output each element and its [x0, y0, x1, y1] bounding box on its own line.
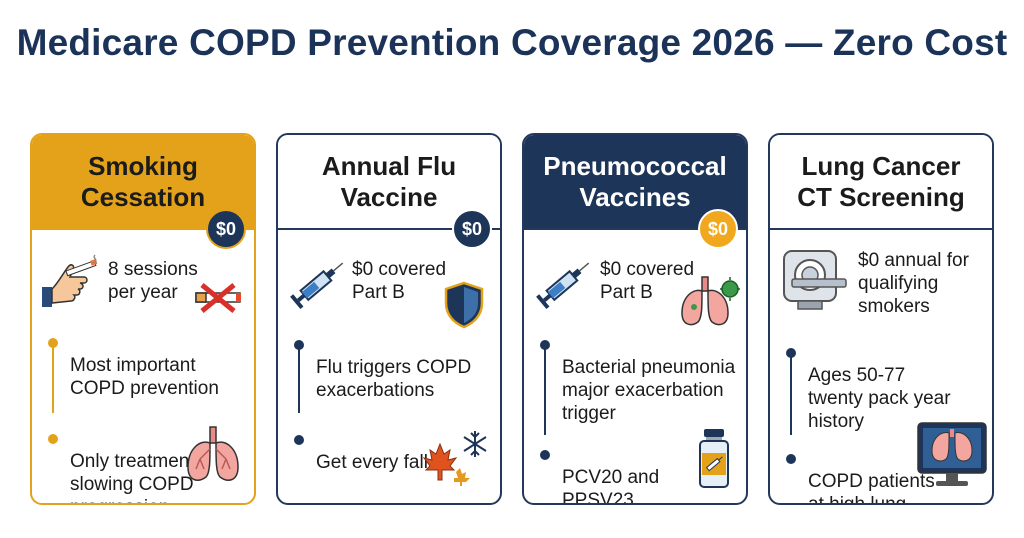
- card-smoking-cessation: Smoking Cessation $0 8 sessions per year…: [30, 133, 256, 505]
- card-heading: Lung Cancer CT Screening: [770, 135, 992, 230]
- list-item: Ages 50-77 twenty pack year history: [786, 341, 951, 433]
- card-flu-vaccine: Annual Flu Vaccine $0 $0 covered Part B …: [276, 133, 502, 505]
- list-item: Bacterial pneumonia major exacerbation t…: [540, 333, 735, 425]
- page-title: Medicare COPD Prevention Coverage 2026 —…: [16, 22, 1008, 63]
- cost-badge: $0: [698, 209, 738, 249]
- no-smoking-icon: [195, 283, 241, 313]
- shield-icon: [444, 281, 484, 329]
- snowflake-icon: [463, 431, 487, 457]
- lung-monitor-icon: [917, 422, 987, 486]
- hand-cigarette-icon: [42, 254, 98, 307]
- list-item: PCV20 and PPSV23 both covered: [540, 443, 735, 503]
- ct-scanner-icon: [783, 250, 847, 310]
- main-text: $0 annual for qualifying smokers: [858, 250, 969, 317]
- lungs-bacteria-icon: [681, 276, 740, 326]
- syringe-icon: [536, 262, 590, 310]
- bullet-list: Flu triggers COPD exacerbations Get ever…: [294, 333, 471, 474]
- bullet-list: Bacterial pneumonia major exacerbation t…: [540, 333, 735, 503]
- main-text: $0 covered Part B: [600, 259, 695, 303]
- vaccine-vial-icon: [699, 429, 729, 488]
- cost-badge: $0: [452, 209, 492, 249]
- bullet-list: Ages 50-77 twenty pack year history COPD…: [786, 341, 951, 503]
- card-pneumococcal-vaccines: Pneumococcal Vaccines $0 $0 covered Part…: [522, 133, 748, 505]
- bullet-list: Most important COPD prevention Only trea…: [48, 331, 219, 503]
- lungs-icon: [187, 426, 239, 481]
- card-heading: Smoking Cessation: [32, 135, 254, 230]
- card-lung-cancer-screening: Lung Cancer CT Screening $0 annual for q…: [768, 133, 994, 505]
- list-item: Get every fall: [294, 428, 471, 474]
- main-text: 8 sessions per year: [108, 259, 198, 303]
- card-heading: Annual Flu Vaccine: [278, 135, 500, 230]
- list-item: Most important COPD prevention: [48, 331, 219, 400]
- list-item: Flu triggers COPD exacerbations: [294, 333, 471, 402]
- syringe-icon: [290, 262, 344, 310]
- maple-leaf-icon: [422, 442, 470, 486]
- cost-badge: $0: [206, 209, 246, 249]
- list-item: COPD patients at high lung cancer risk: [786, 447, 951, 503]
- main-text: $0 covered Part B: [352, 259, 447, 303]
- list-item: Only treatment slowing COPD progression: [48, 427, 219, 503]
